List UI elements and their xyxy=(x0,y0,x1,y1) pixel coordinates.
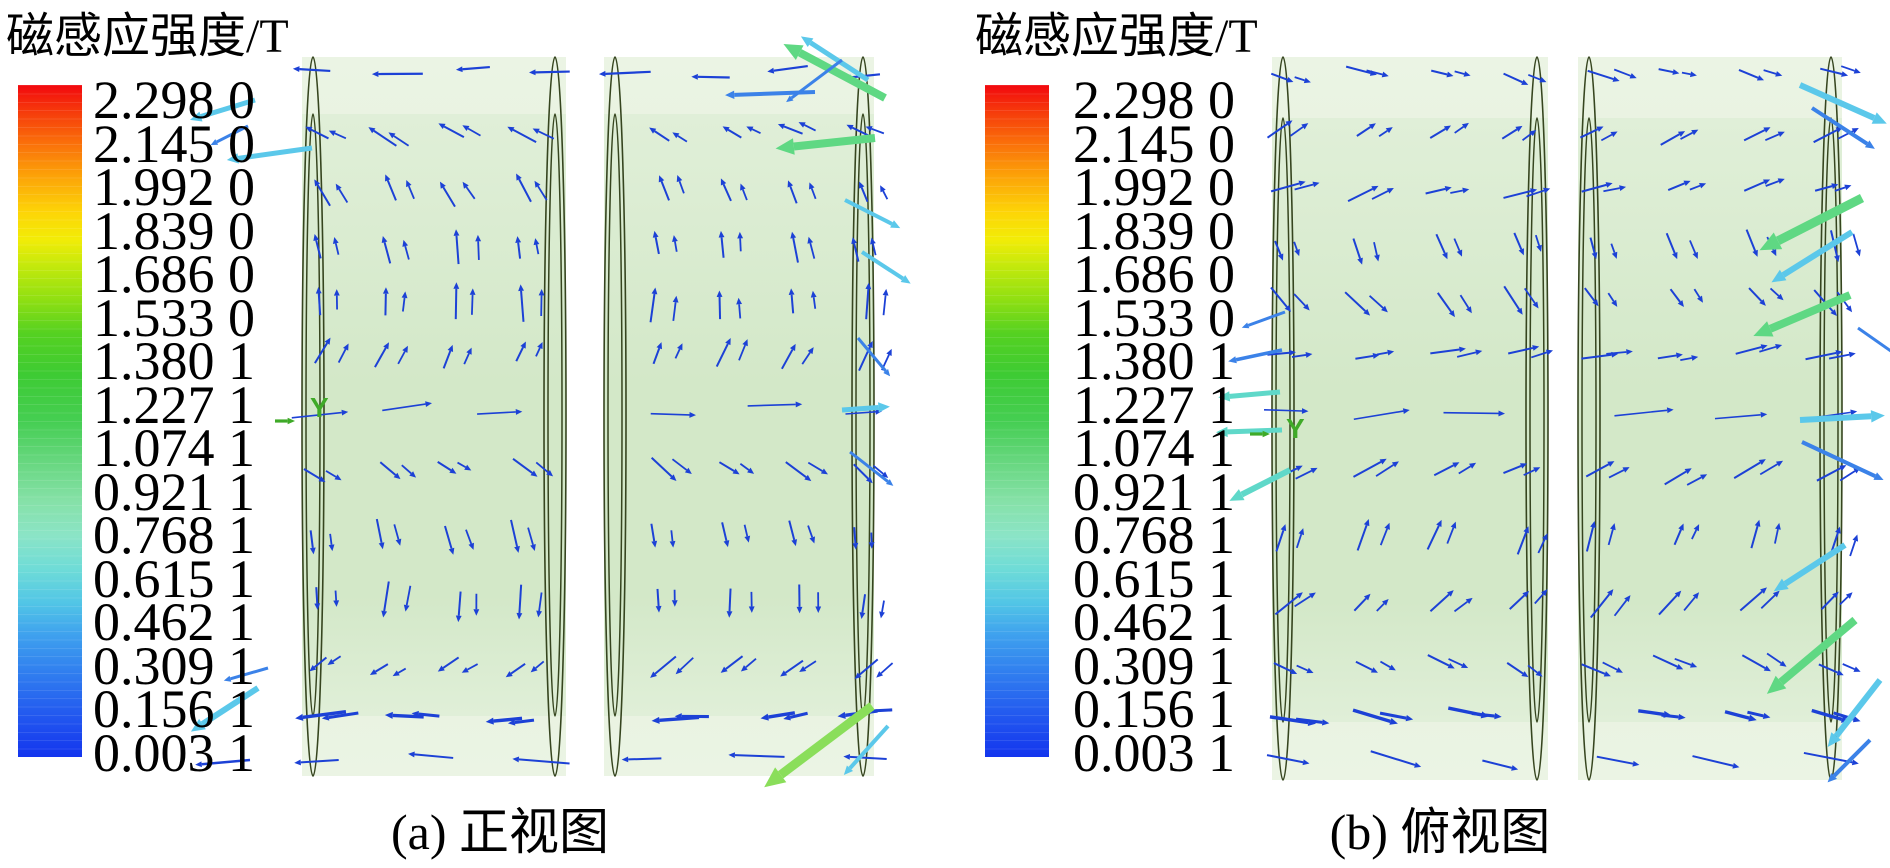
colorbar-tick-label: 1.686 0 xyxy=(1073,244,1235,304)
colorbar-tick-label: 0.156 1 xyxy=(93,679,255,739)
colorbar-tick-label: 1.839 0 xyxy=(93,200,255,261)
colorbar-tick-label: 1.227 1 xyxy=(1073,374,1235,435)
colorbar-tick-label: 1.380 1 xyxy=(1073,331,1235,391)
colorbar-tick-label: 1.992 0 xyxy=(93,157,255,217)
colorbar-tick-label: 0.156 1 xyxy=(1073,679,1235,739)
colorbar-tick-label: 0.768 1 xyxy=(1073,505,1235,565)
colorbar-tick-label: 1.074 1 xyxy=(1073,418,1235,478)
colorbar-tick-label: 2.145 0 xyxy=(1073,113,1235,174)
colorbar-tick-label: 1.074 1 xyxy=(93,418,255,478)
colorbar-tick-label: 0.003 1 xyxy=(93,722,255,783)
panel-a-vector-arrows xyxy=(189,36,911,788)
colorbar-tick-label: 1.533 0 xyxy=(93,287,255,348)
svg-text:Y: Y xyxy=(310,392,329,423)
colorbar-tick-label: 0.768 1 xyxy=(93,505,255,565)
colorbar-tick-label: 0.615 1 xyxy=(93,548,255,609)
colorbar-tick-label: 0.462 1 xyxy=(1073,592,1235,652)
colorbar-tick-label: 0.309 1 xyxy=(1073,635,1235,696)
colorbar-tick-label: 2.298 0 xyxy=(93,70,255,130)
panel-a-axis-marker: Y xyxy=(275,392,329,425)
panel-a-colorbar-ticks: 2.298 0 2.145 0 1.992 0 1.839 0 1.686 0 1.533… xyxy=(93,70,308,783)
colorbar-tick-label: 1.992 0 xyxy=(1073,157,1235,217)
colorbar-tick-label: 0.462 1 xyxy=(93,592,255,652)
panel-a-caption: (a) 正视图 xyxy=(391,804,609,860)
panel-b-colorbar xyxy=(985,85,1049,757)
colorbar-tick-label: 1.227 1 xyxy=(93,374,255,435)
colorbar-tick-label: 0.003 1 xyxy=(1073,722,1235,783)
panel-a-title: 磁感应强度/T xyxy=(6,10,289,63)
colorbar-tick-label: 0.921 1 xyxy=(93,461,255,522)
colorbar-tick-label: 1.839 0 xyxy=(1073,200,1235,261)
colorbar-tick-label: 0.921 1 xyxy=(1073,461,1235,522)
panel-b-cylinders xyxy=(1271,56,1843,781)
colorbar-tick-label: 2.298 0 xyxy=(1073,70,1235,130)
panel-b-caption: (b) 俯视图 xyxy=(1329,804,1551,860)
colorbar-tick-label: 1.686 0 xyxy=(93,244,255,304)
panel-b-title: 磁感应强度/T xyxy=(975,10,1258,63)
panel-b-axis-marker: Y xyxy=(1250,413,1305,444)
panel-b-vector-arrows xyxy=(1216,65,1890,783)
panel-a-cylinders xyxy=(301,56,875,777)
colorbar-tick-label: 0.615 1 xyxy=(1073,548,1235,609)
panel-a-colorbar xyxy=(18,85,82,757)
colorbar-tick-label: 0.309 1 xyxy=(93,635,255,696)
colorbar-tick-label: 1.533 0 xyxy=(1073,287,1235,348)
svg-text:Y: Y xyxy=(1286,413,1305,444)
colorbar-tick-label: 2.145 0 xyxy=(93,113,255,174)
colorbar-tick-label: 1.380 1 xyxy=(93,331,255,391)
panel-b-colorbar-ticks: 2.298 0 2.145 0 1.992 0 1.839 0 1.686 0 1.533… xyxy=(1073,70,1288,783)
